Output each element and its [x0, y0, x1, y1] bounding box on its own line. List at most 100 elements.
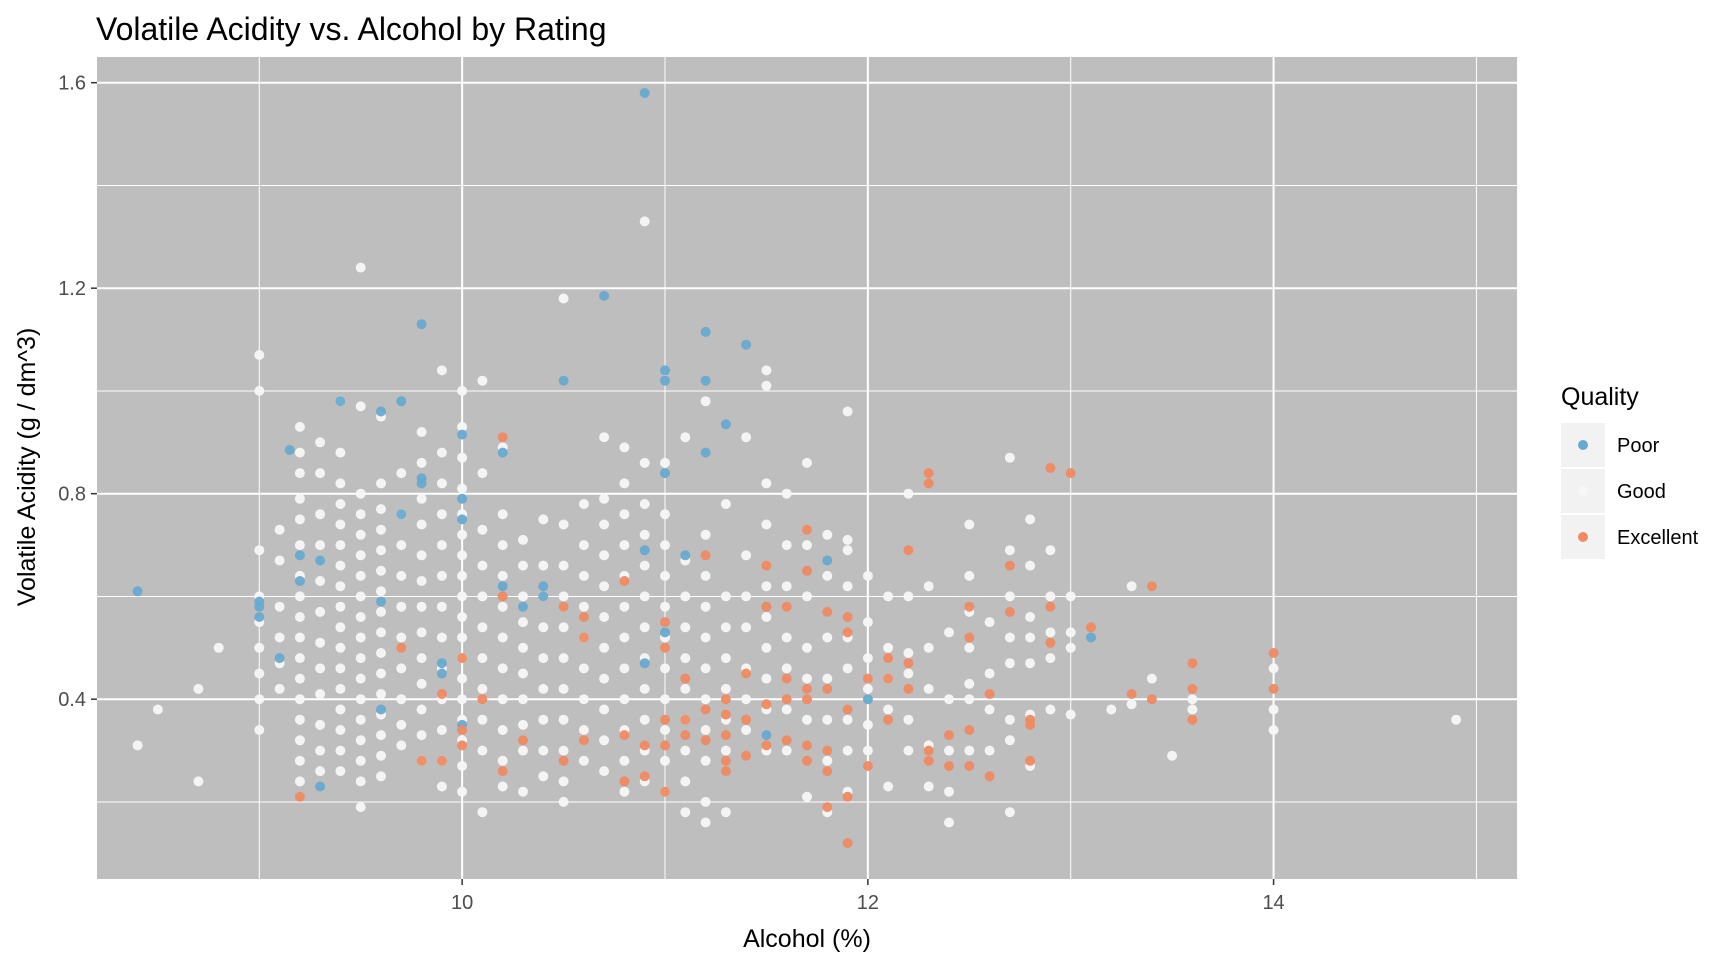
point-good [1004, 632, 1015, 643]
point-poor [457, 493, 468, 504]
point-good [254, 385, 265, 396]
point-good [1126, 699, 1137, 710]
point-good [802, 673, 812, 684]
point-good [984, 745, 995, 756]
point-excellent [822, 606, 833, 617]
point-good [619, 663, 630, 674]
point-good [802, 591, 812, 602]
point-good [315, 663, 326, 674]
point-poor [376, 596, 386, 607]
point-good [842, 663, 853, 674]
point-good [518, 560, 528, 571]
point-good [660, 540, 670, 551]
point-good [376, 730, 386, 741]
point-good [294, 447, 305, 458]
point-poor [457, 429, 468, 440]
point-good [1146, 673, 1157, 684]
point-good [457, 570, 468, 581]
point-poor [660, 365, 670, 376]
point-excellent [1126, 689, 1137, 699]
point-excellent [457, 653, 468, 664]
point-good [1167, 750, 1178, 761]
point-good [741, 622, 752, 633]
point-good [639, 714, 650, 725]
point-poor [376, 406, 386, 417]
point-good [477, 524, 488, 535]
point-good [436, 540, 447, 551]
point-poor [376, 704, 386, 715]
point-good [781, 581, 792, 592]
point-good [720, 591, 731, 602]
point-good [680, 591, 691, 602]
point-excellent [964, 725, 975, 735]
point-good [720, 622, 731, 633]
point-good [558, 519, 569, 530]
point-excellent [1065, 468, 1076, 479]
point-good [355, 550, 366, 561]
point-good [518, 617, 528, 628]
point-excellent [497, 432, 508, 443]
point-good [903, 488, 914, 499]
point-excellent [923, 478, 934, 489]
point-good [599, 581, 610, 592]
point-good [538, 683, 549, 694]
point-good [781, 704, 792, 715]
point-good [944, 745, 954, 756]
y-axis-ticks: 0.4 0.8 1.2 1.6 [58, 73, 97, 711]
point-good [457, 591, 468, 602]
legend-label-good: Good [1617, 481, 1666, 503]
point-excellent [944, 730, 954, 741]
point-good [741, 694, 752, 705]
point-good [1045, 545, 1056, 556]
point-good [213, 642, 224, 653]
point-good [599, 642, 610, 653]
point-poor [761, 730, 772, 741]
point-excellent [802, 683, 812, 694]
point-good [436, 570, 447, 581]
point-good [720, 683, 731, 694]
point-good [639, 457, 650, 468]
point-poor [558, 375, 569, 386]
point-good [355, 755, 366, 766]
point-excellent [923, 468, 934, 479]
point-good [254, 350, 265, 360]
legend-label-excellent: Excellent [1617, 527, 1699, 549]
point-good [416, 550, 427, 561]
point-good [842, 714, 853, 725]
point-good [619, 694, 630, 705]
point-poor [254, 601, 265, 612]
point-good [436, 447, 447, 458]
point-excellent [761, 740, 772, 751]
point-good [497, 725, 508, 735]
point-poor [457, 514, 468, 525]
point-good [578, 570, 589, 581]
point-good [883, 642, 894, 653]
point-excellent [497, 591, 508, 602]
point-good [315, 689, 326, 699]
point-good [335, 447, 346, 458]
point-good [457, 632, 468, 643]
point-good [1004, 591, 1015, 602]
point-excellent [396, 642, 407, 653]
point-good [862, 570, 873, 581]
point-poor [274, 653, 285, 664]
point-good [396, 601, 407, 612]
point-good [883, 781, 894, 792]
point-good [923, 781, 934, 792]
point-excellent [1045, 601, 1056, 612]
point-good [639, 529, 650, 540]
point-good [335, 683, 346, 694]
point-good [436, 509, 447, 520]
point-good [396, 540, 407, 551]
point-poor [639, 545, 650, 556]
point-good [842, 745, 853, 756]
point-good [781, 745, 792, 756]
point-good [599, 612, 610, 622]
point-good [822, 632, 833, 643]
point-excellent [822, 802, 833, 813]
point-good [660, 755, 670, 766]
point-good [294, 673, 305, 684]
point-excellent [802, 694, 812, 705]
point-good [294, 694, 305, 705]
